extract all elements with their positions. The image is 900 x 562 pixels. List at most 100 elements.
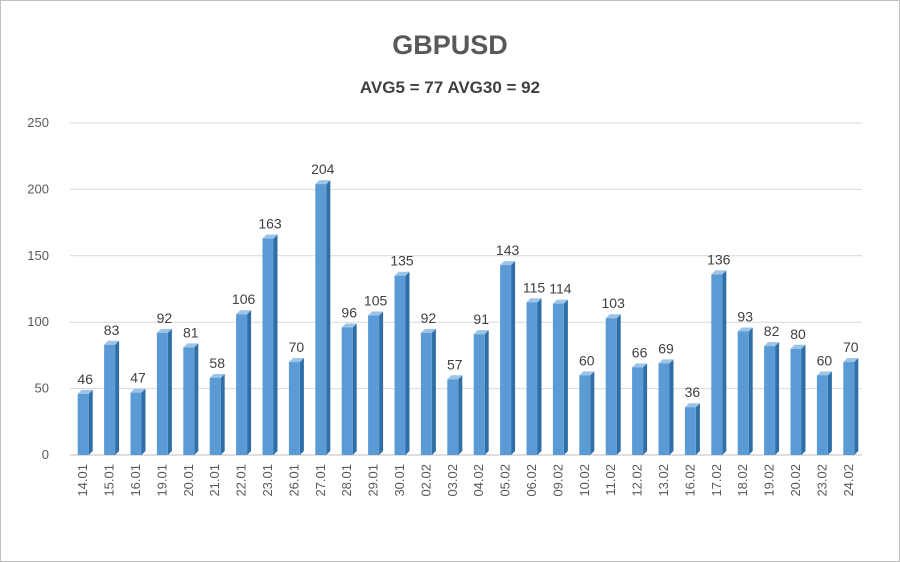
bar-side <box>590 371 595 455</box>
x-tick-label: 11.02 <box>603 464 618 496</box>
bar <box>130 388 146 455</box>
bar-side <box>379 311 384 455</box>
x-tick-label: 16.01 <box>128 464 143 497</box>
bar-side <box>352 323 357 455</box>
bar-side <box>801 344 806 455</box>
data-label: 93 <box>737 308 753 324</box>
bar-side <box>405 271 410 455</box>
gridlines <box>70 122 862 456</box>
data-label: 96 <box>341 305 357 321</box>
y-axis-ticks: 0 50 100 150 200 250 <box>27 115 49 462</box>
x-tick-label: 27.01 <box>313 464 328 497</box>
bar-top <box>526 298 542 303</box>
data-label: 204 <box>311 161 335 177</box>
x-tick-label: 29.01 <box>366 464 381 497</box>
bar-top <box>764 342 780 347</box>
x-tick-label: 15.01 <box>102 464 117 497</box>
bar-side <box>854 358 859 455</box>
bar <box>737 327 753 455</box>
x-tick-label: 23.02 <box>814 464 829 497</box>
data-label: 36 <box>685 384 701 400</box>
chart-title: GBPUSD <box>392 30 508 60</box>
bar-side <box>643 363 648 455</box>
bar-top <box>605 314 621 319</box>
bar-front <box>552 303 564 455</box>
bar-top <box>77 389 93 394</box>
x-tick-label: 30.01 <box>392 464 407 497</box>
bar-front <box>77 393 89 455</box>
bar-side <box>458 375 463 455</box>
bar-side <box>115 340 120 455</box>
bar-front <box>236 314 248 455</box>
bar-top <box>447 375 463 380</box>
data-label: 58 <box>209 355 225 371</box>
x-tick-label: 09.02 <box>550 464 565 497</box>
x-tick-label: 10.02 <box>577 464 592 497</box>
bar-top <box>156 328 172 333</box>
bar <box>605 314 621 455</box>
data-label: 47 <box>130 370 146 386</box>
data-label: 60 <box>579 352 595 368</box>
y-tick-label: 0 <box>42 447 49 462</box>
bar-side <box>194 343 199 455</box>
x-tick-label: 18.02 <box>735 464 750 497</box>
bar-front <box>341 327 353 455</box>
data-label: 46 <box>77 371 93 387</box>
data-label: 80 <box>790 326 806 342</box>
data-label: 105 <box>364 293 388 309</box>
bar-top <box>552 299 568 304</box>
data-labels: 46 83 47 92 81 58 106 163 70 204 96 105 135 92 57 91 143… <box>77 161 858 400</box>
bar-front <box>843 362 855 455</box>
x-tick-label: 20.02 <box>788 464 803 497</box>
bar-top <box>790 344 806 349</box>
bar-front <box>632 367 644 455</box>
data-label: 81 <box>183 324 199 340</box>
bar-front <box>764 346 776 455</box>
bar-front <box>156 332 168 455</box>
bar-front <box>816 375 828 455</box>
bar <box>764 342 780 455</box>
bar <box>711 270 727 455</box>
bar-front <box>262 238 274 455</box>
data-label: 70 <box>843 339 859 355</box>
bar-top <box>183 343 199 348</box>
bar-side <box>484 330 489 455</box>
bar <box>368 311 384 455</box>
bar-side <box>299 358 304 455</box>
data-label: 135 <box>390 253 414 269</box>
bar-top <box>816 371 832 376</box>
x-tick-label: 13.02 <box>656 464 671 497</box>
bar <box>394 271 410 455</box>
x-tick-label: 14.01 <box>75 464 90 497</box>
x-tick-label: 03.02 <box>445 464 460 497</box>
bar <box>420 328 436 455</box>
bar-side <box>273 234 278 455</box>
x-tick-label: 23.01 <box>260 464 275 497</box>
bar <box>262 234 278 455</box>
bar-top <box>236 310 252 315</box>
bar <box>500 261 516 455</box>
x-tick-label: 19.02 <box>762 464 777 497</box>
bar-front <box>209 377 221 455</box>
bar-side <box>748 327 753 455</box>
bar <box>843 358 859 455</box>
bar-top <box>209 373 225 378</box>
bar-front <box>183 347 195 455</box>
bar <box>632 363 648 455</box>
data-label: 60 <box>817 352 833 368</box>
data-label: 143 <box>496 242 520 258</box>
bar-front <box>605 318 617 455</box>
bar-top <box>711 270 727 275</box>
bar-side <box>220 373 225 455</box>
bar-front <box>790 348 802 455</box>
bar-side <box>431 328 436 455</box>
bar-side <box>669 359 674 455</box>
bar-front <box>420 332 432 455</box>
bar-side <box>775 342 780 455</box>
bar <box>447 375 463 455</box>
bar-front <box>737 331 749 455</box>
x-tick-label: 12.02 <box>630 464 645 497</box>
y-tick-label: 200 <box>27 181 49 196</box>
bar-top <box>658 359 674 364</box>
y-tick-label: 100 <box>27 314 49 329</box>
